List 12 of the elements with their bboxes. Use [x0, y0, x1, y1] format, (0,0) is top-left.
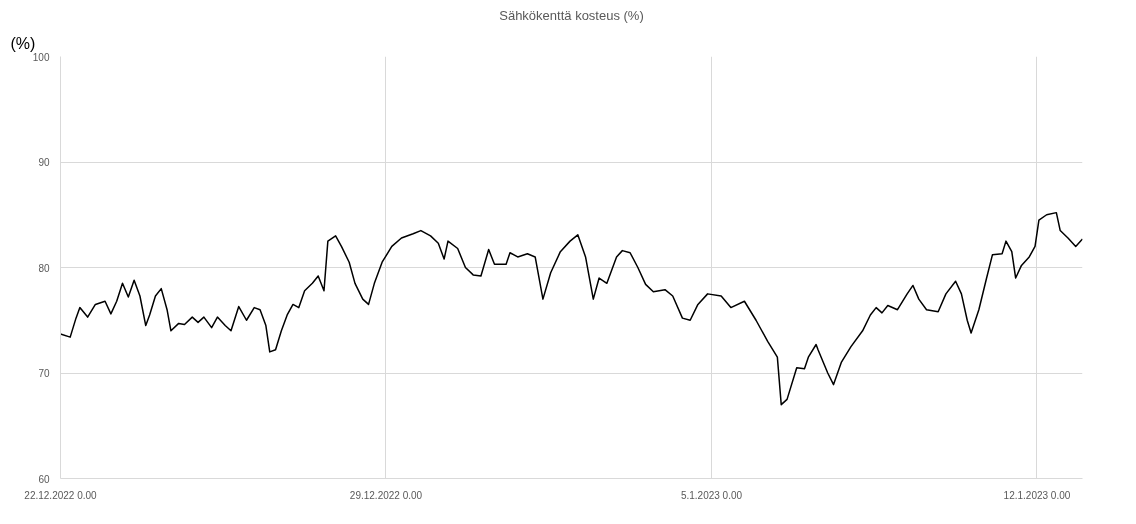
y-tick-label: 60	[38, 473, 50, 485]
x-tick-label: 22.12.2022 0.00	[24, 489, 98, 501]
chart-title: Sähkökenttä kosteus (%)	[499, 7, 644, 23]
y-tick-label: 100	[32, 51, 50, 63]
y-axis-title: (%)	[10, 34, 36, 52]
line-series	[60, 211, 1083, 406]
x-tick-label: 12.1.2023 0.00	[1003, 489, 1071, 501]
y-tick-label: 70	[38, 368, 50, 379]
y-tick-label: 90	[38, 157, 50, 168]
x-tick-label: 5.1.2023 0.00	[680, 489, 743, 501]
y-tick-label: 80	[38, 262, 50, 274]
x-tick-label: 29.12.2022 0.00	[349, 489, 423, 501]
